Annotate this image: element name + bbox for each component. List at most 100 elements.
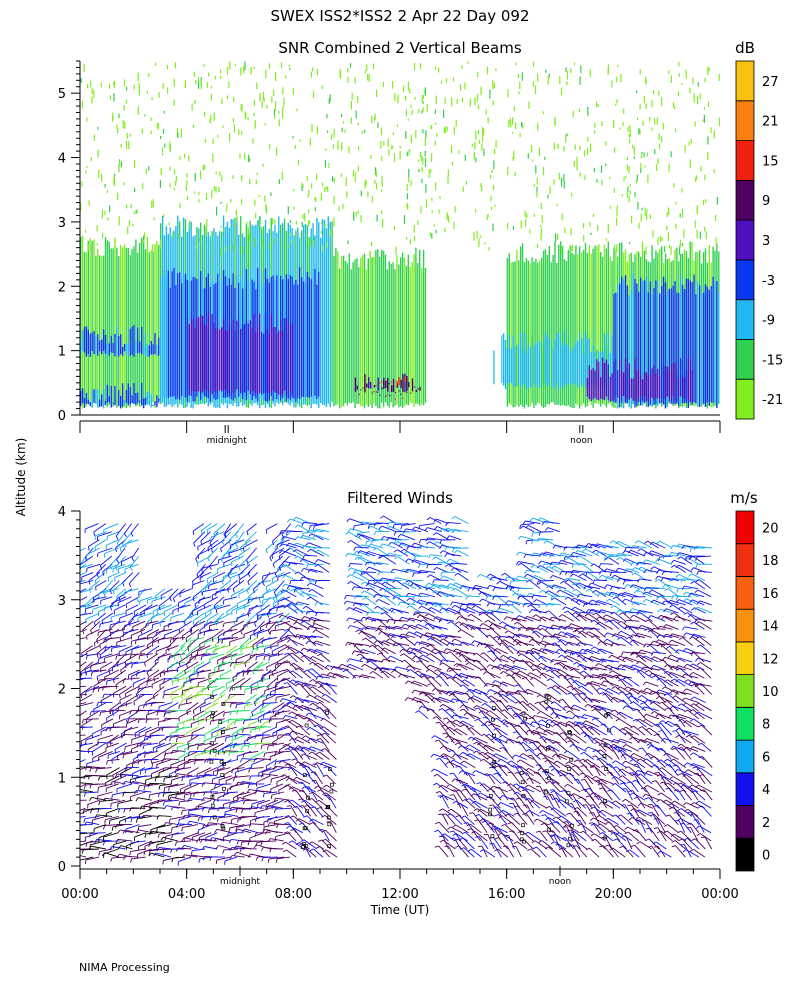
wind-barb-flag: [248, 608, 250, 613]
wind-barb-flag: [315, 751, 320, 755]
wind-barb: [365, 572, 377, 581]
wind-barb-flag: [234, 720, 237, 725]
wind-barb-flag: [441, 724, 446, 727]
wind-barb: [203, 782, 218, 785]
wind-barb-flag: [393, 539, 397, 544]
wind-barb: [289, 825, 304, 834]
snr-speckle: [705, 199, 707, 203]
wind-barb: [190, 637, 205, 642]
wind-barb-flag: [252, 645, 255, 650]
wind-barb-flag: [288, 799, 293, 803]
wind-barb-flag: [123, 808, 126, 813]
snr-stripe: [327, 216, 329, 404]
snr-speckle: [625, 176, 627, 179]
wind-barb: [268, 742, 285, 747]
snr-stripe: [245, 321, 248, 396]
wind-barb-flag: [400, 548, 405, 553]
wind-barb: [115, 523, 127, 537]
snr-speckle: [296, 108, 298, 112]
wind-barb: [130, 791, 146, 798]
wind-barb-flag: [263, 648, 266, 653]
wind-barb-flag: [306, 694, 310, 698]
wind-barb: [394, 523, 409, 526]
wind-barb: [191, 620, 206, 629]
wind-barb: [210, 604, 224, 610]
wind-barb: [126, 759, 140, 766]
wind-barb: [370, 525, 384, 533]
snr-stripe: [645, 372, 648, 402]
snr-stripe: [219, 329, 221, 391]
wind-barb: [266, 523, 278, 531]
snr-speckle: [283, 97, 285, 104]
snr-stripe: [661, 286, 663, 403]
wind-barb: [238, 547, 251, 556]
snr-stripe: [81, 235, 84, 409]
wind-barb: [164, 628, 179, 636]
wind-barb-flag: [124, 661, 127, 666]
wind-barb: [104, 852, 120, 858]
wind-barb-flag: [250, 685, 252, 690]
wind-barb-flag: [289, 695, 294, 699]
wind-barb: [347, 641, 363, 647]
wind-barb-flag: [223, 813, 227, 818]
wind-barb-flag: [103, 607, 106, 612]
wind-barb-flag: [418, 570, 421, 575]
wind-barb: [420, 585, 436, 590]
wind-barb-flag: [313, 695, 318, 699]
wind-barb: [80, 661, 87, 667]
wind-barb: [178, 596, 191, 604]
snr-stripe: [689, 360, 691, 402]
snr-stripe: [192, 319, 194, 392]
snr-speckle: [405, 131, 407, 139]
wind-barb: [85, 685, 100, 693]
wind-barb-flag: [211, 595, 214, 600]
wind-barb: [280, 628, 290, 639]
snr-stripe: [598, 362, 600, 401]
wind-barb-flag: [315, 675, 319, 680]
snr-speckle: [159, 240, 162, 249]
wind-barb-flag: [346, 574, 351, 578]
wind-barb-flag: [399, 649, 403, 653]
wind-barb: [309, 626, 324, 630]
snr-stripe: [567, 249, 569, 406]
snr-speckle: [299, 139, 301, 142]
wind-barb-flag: [139, 805, 143, 810]
snr-speckle: [391, 145, 393, 150]
wind-barb: [184, 832, 199, 839]
wind-barb: [229, 750, 245, 753]
snr-stripe: [716, 281, 718, 409]
wind-barb-flag: [378, 631, 382, 635]
wind-barb: [367, 625, 383, 630]
wind-barb: [220, 669, 232, 677]
wind-barb-flag: [185, 637, 188, 643]
snr-speckle: [657, 158, 659, 165]
wind-barb: [209, 669, 225, 675]
wind-barb: [346, 600, 363, 606]
wind-barb: [335, 673, 350, 679]
snr-stripe: [156, 344, 158, 357]
wind-barb: [316, 648, 330, 655]
wind-barb: [262, 805, 278, 809]
snr-speckle: [185, 183, 187, 191]
wind-barb-flag: [416, 614, 421, 619]
wind-barb: [133, 677, 146, 684]
wind-barb: [219, 806, 232, 809]
wind-barb: [193, 702, 205, 711]
wind-barb-flag: [187, 746, 190, 751]
wind-barb: [230, 571, 245, 579]
wind-barb: [316, 695, 331, 703]
snr-speckle: [417, 220, 419, 225]
wind-barb-flag: [128, 622, 131, 627]
wind-barb-flag: [187, 742, 189, 747]
wind-barb-flag: [246, 789, 250, 794]
wind-barb: [119, 645, 133, 653]
snr-speckle: [191, 103, 193, 111]
wind-barb-flag: [260, 709, 262, 714]
wind-barb-flag: [200, 838, 203, 843]
wind-barb-flag: [352, 571, 357, 575]
wind-barb-flag: [160, 837, 164, 841]
wind-barb: [80, 710, 87, 716]
snr-speckle: [381, 210, 383, 215]
snr-speckle: [164, 143, 166, 148]
wind-barb: [169, 815, 186, 820]
